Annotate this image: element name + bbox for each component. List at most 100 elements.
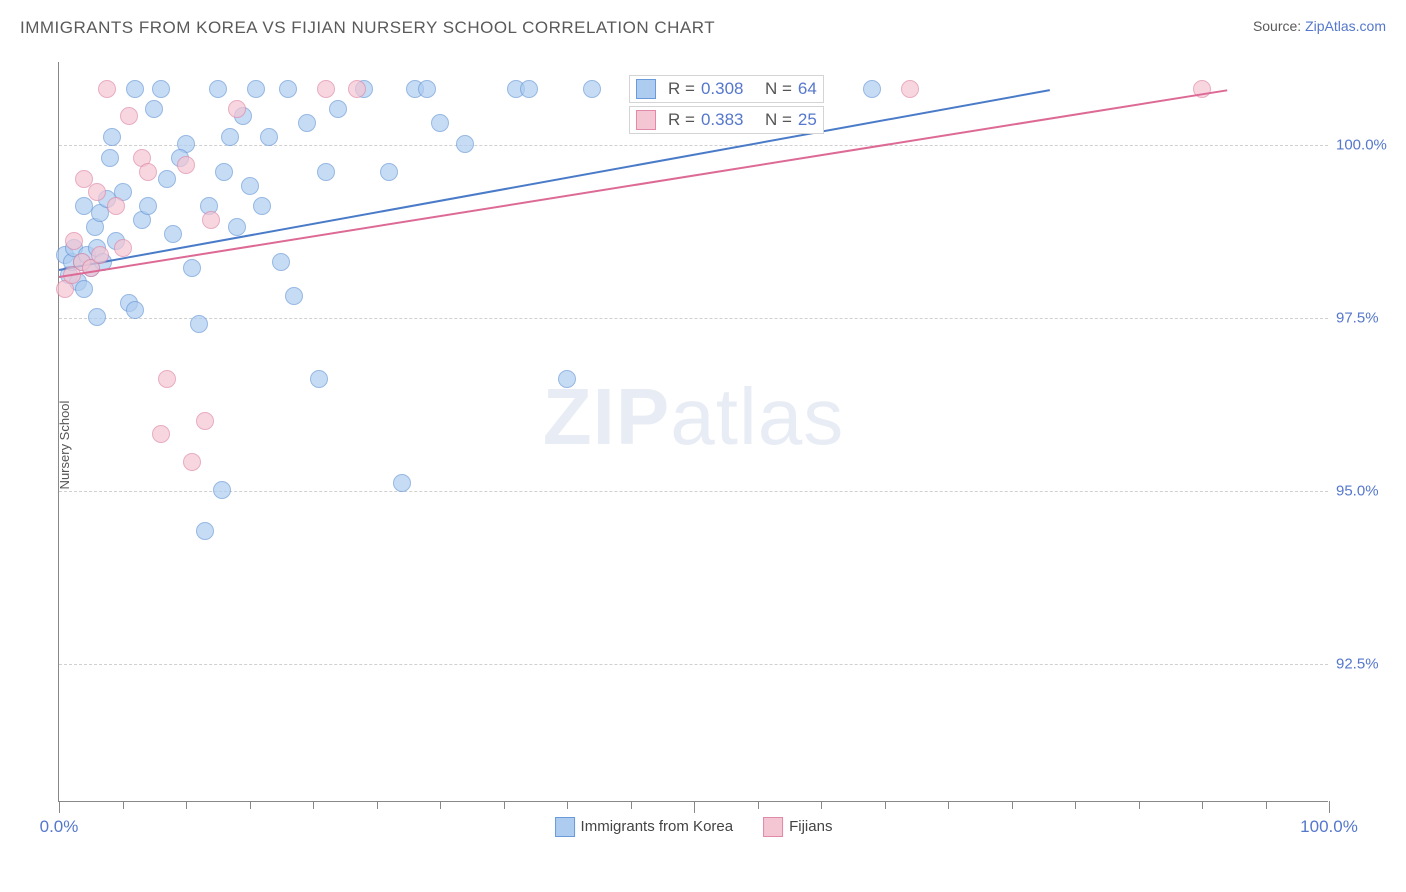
n-value: 25 [798,110,817,130]
scatter-point [520,80,538,98]
xtick-major [59,801,60,813]
scatter-point [317,163,335,181]
scatter-point [202,211,220,229]
scatter-point [126,301,144,319]
xtick-minor [504,801,505,809]
xtick-label: 100.0% [1300,817,1358,837]
n-label: N = [765,110,792,130]
scatter-point [209,80,227,98]
legend-label: Fijians [789,818,832,835]
plot-area: ZIPatlas 92.5%95.0%97.5%100.0%0.0%100.0%… [58,62,1328,802]
gridline-h [59,664,1328,665]
swatch-icon [555,817,575,837]
xtick-minor [1075,801,1076,809]
n-label: N = [765,79,792,99]
scatter-point [145,100,163,118]
scatter-point [329,100,347,118]
scatter-point [196,522,214,540]
r-value: 0.383 [701,110,744,130]
scatter-point [215,163,233,181]
scatter-point [380,163,398,181]
gridline-h [59,318,1328,319]
scatter-point [310,370,328,388]
stat-box: R = 0.383 N = 25 [629,106,824,134]
scatter-point [228,218,246,236]
xtick-minor [1202,801,1203,809]
scatter-point [863,80,881,98]
scatter-point [431,114,449,132]
n-value: 64 [798,79,817,99]
scatter-point [393,474,411,492]
ytick-label: 95.0% [1336,482,1400,499]
xtick-major [694,801,695,813]
source: Source: ZipAtlas.com [1253,18,1386,34]
header: IMMIGRANTS FROM KOREA VS FIJIAN NURSERY … [0,0,1406,38]
scatter-point [75,280,93,298]
swatch-icon [763,817,783,837]
stat-box: R = 0.308 N = 64 [629,75,824,103]
scatter-point [190,315,208,333]
chart-container: Nursery School ZIPatlas 92.5%95.0%97.5%1… [20,50,1386,840]
swatch-icon [636,110,656,130]
scatter-point [152,425,170,443]
xtick-label: 0.0% [40,817,79,837]
scatter-point [272,253,290,271]
scatter-point [558,370,576,388]
r-label: R = [668,110,695,130]
scatter-point [183,453,201,471]
scatter-point [152,80,170,98]
xtick-minor [1266,801,1267,809]
scatter-point [98,80,116,98]
source-link[interactable]: ZipAtlas.com [1305,18,1386,34]
ytick-label: 100.0% [1336,136,1400,153]
r-value: 0.308 [701,79,744,99]
xtick-minor [440,801,441,809]
scatter-point [88,308,106,326]
scatter-point [298,114,316,132]
source-label: Source: [1253,18,1305,34]
scatter-point [107,197,125,215]
scatter-point [583,80,601,98]
scatter-point [901,80,919,98]
legend: Immigrants from Korea Fijians [555,817,833,837]
xtick-minor [758,801,759,809]
ytick-label: 97.5% [1336,309,1400,326]
scatter-point [177,156,195,174]
legend-label: Immigrants from Korea [581,818,734,835]
r-label: R = [668,79,695,99]
scatter-point [91,246,109,264]
scatter-point [139,163,157,181]
scatter-point [241,177,259,195]
scatter-point [285,287,303,305]
xtick-minor [567,801,568,809]
xtick-minor [1012,801,1013,809]
scatter-point [101,149,119,167]
gridline-h [59,145,1328,146]
scatter-point [103,128,121,146]
scatter-point [75,197,93,215]
xtick-minor [1139,801,1140,809]
legend-item: Immigrants from Korea [555,817,734,837]
scatter-point [88,183,106,201]
scatter-point [126,80,144,98]
watermark: ZIPatlas [543,371,844,463]
xtick-minor [250,801,251,809]
xtick-major [1329,801,1330,813]
scatter-point [456,135,474,153]
swatch-icon [636,79,656,99]
xtick-minor [123,801,124,809]
xtick-minor [377,801,378,809]
scatter-point [260,128,278,146]
scatter-point [196,412,214,430]
scatter-point [418,80,436,98]
scatter-point [120,107,138,125]
scatter-point [114,239,132,257]
scatter-point [164,225,182,243]
scatter-point [213,481,231,499]
scatter-point [348,80,366,98]
scatter-point [158,370,176,388]
xtick-minor [948,801,949,809]
xtick-minor [885,801,886,809]
scatter-point [228,100,246,118]
scatter-point [221,128,239,146]
